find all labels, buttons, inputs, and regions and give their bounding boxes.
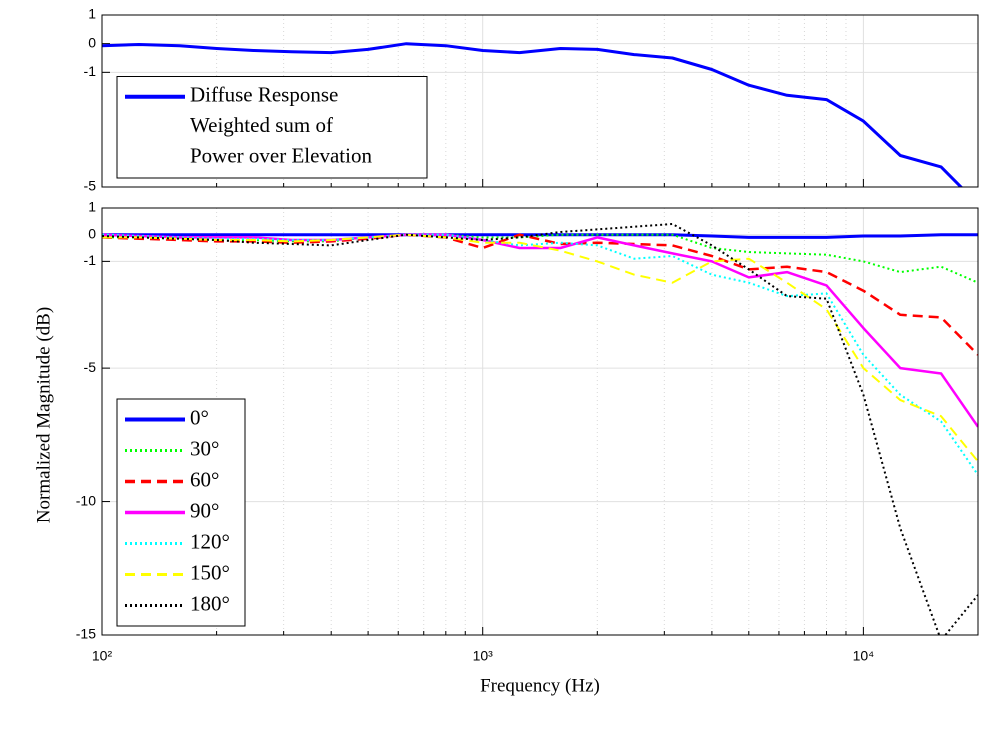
data-line xyxy=(102,233,978,428)
x-tick-label: 10² xyxy=(92,648,113,664)
plot-area xyxy=(102,208,978,635)
y-tick-label: 1 xyxy=(88,199,96,215)
x-axis-label: Frequency (Hz) xyxy=(480,675,600,696)
panel: -5 -1 0 1 Diffuse Response Weighted sum of Pow… xyxy=(84,6,979,194)
panel: 10² 10³ 10⁴-15-10-5-1010°30°60°90°120°150°… xyxy=(76,199,979,664)
y-tick-label: -1 xyxy=(84,63,97,79)
legend-label: Weighted sum of xyxy=(190,113,333,137)
legend-label: 60° xyxy=(190,467,219,491)
legend: 0° 30° 60° 90° 120° 150° 180° xyxy=(116,398,246,627)
data-line xyxy=(102,233,978,239)
legend-label: Power over Elevation xyxy=(190,144,372,168)
legend-label: Diffuse Response xyxy=(190,83,338,107)
lines xyxy=(102,42,964,187)
legend-label: 180° xyxy=(190,591,230,615)
x-tick-label: 10⁴ xyxy=(853,648,875,664)
x-tick-label: 10³ xyxy=(473,648,494,664)
axes-box xyxy=(101,207,979,636)
y-tick-label: -1 xyxy=(84,252,97,268)
legend-label: 150° xyxy=(190,560,230,584)
y-tick-label: -15 xyxy=(76,626,96,642)
y-tick-label: 1 xyxy=(88,6,96,22)
data-line xyxy=(102,233,978,463)
legend-label: 0° xyxy=(190,405,209,429)
y-tick-label: -5 xyxy=(84,359,97,375)
y-tick-label: -10 xyxy=(76,492,96,508)
legend: Diffuse Response Weighted sum of Power ove… xyxy=(116,76,428,179)
axes-box xyxy=(101,14,979,188)
y-axis-label: Normalized Magnitude (dB) xyxy=(33,307,54,523)
legend-label: 120° xyxy=(190,529,230,553)
data-line xyxy=(102,233,978,476)
data-line xyxy=(102,223,978,635)
legend-label: 90° xyxy=(190,498,219,522)
legend-box xyxy=(116,76,428,179)
legend-label: 30° xyxy=(190,436,219,460)
y-tick-label: 0 xyxy=(88,225,96,241)
y-tick-label: -5 xyxy=(84,178,97,194)
data-line xyxy=(102,42,964,187)
lines xyxy=(102,223,978,635)
y-tick-label: 0 xyxy=(88,34,96,50)
